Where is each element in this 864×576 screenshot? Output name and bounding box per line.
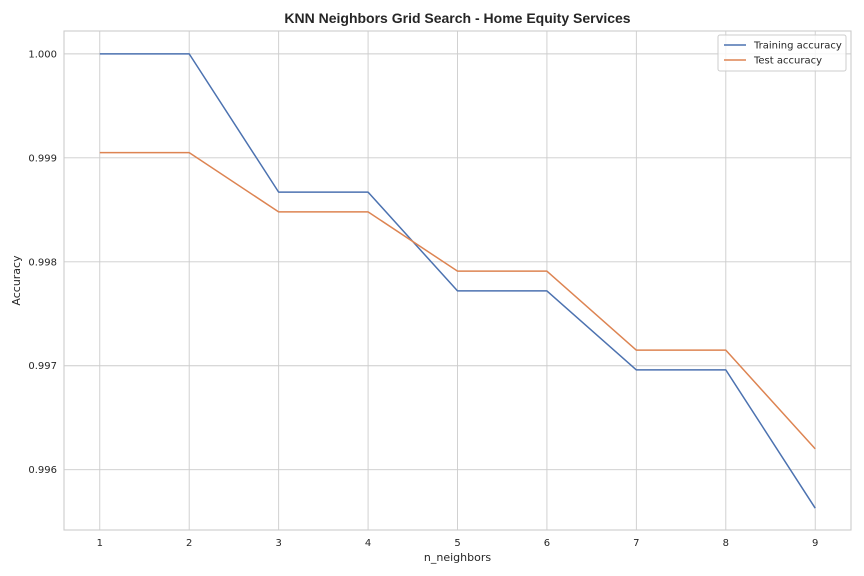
x-tick-label: 3 xyxy=(275,538,281,549)
x-axis-label: n_neighbors xyxy=(424,551,491,564)
legend-label-training-accuracy: Training accuracy xyxy=(753,41,842,52)
y-tick-label: 0.997 xyxy=(28,361,57,372)
legend: Training accuracy Test accuracy xyxy=(717,34,847,72)
y-tick-label: 1.000 xyxy=(28,49,57,60)
series-line-test-accuracy xyxy=(99,151,816,450)
series-line-training-accuracy xyxy=(99,53,816,509)
x-tick-label: 9 xyxy=(812,538,818,549)
x-tick-label: 7 xyxy=(633,538,639,549)
x-tick-label: 6 xyxy=(544,538,550,549)
series-layer xyxy=(99,53,816,509)
chart-title: KNN Neighbors Grid Search - Home Equity … xyxy=(284,10,630,26)
legend-label-test-accuracy: Test accuracy xyxy=(753,56,822,67)
y-axis-label: Accuracy xyxy=(10,255,23,306)
y-tick-label: 0.998 xyxy=(28,257,57,268)
tick-layer: 1 2 3 4 5 6 7 8 9 0.996 0.997 0.998 0.999 1.000 xyxy=(28,49,818,549)
x-tick-label: 4 xyxy=(365,538,371,549)
x-tick-label: 2 xyxy=(186,538,192,549)
plot-frame xyxy=(63,30,852,531)
x-tick-label: 5 xyxy=(454,538,460,549)
x-tick-label: 8 xyxy=(723,538,729,549)
y-tick-label: 0.999 xyxy=(28,153,57,164)
y-tick-label: 0.996 xyxy=(28,465,57,476)
x-tick-label: 1 xyxy=(97,538,103,549)
legend-box xyxy=(717,34,847,72)
